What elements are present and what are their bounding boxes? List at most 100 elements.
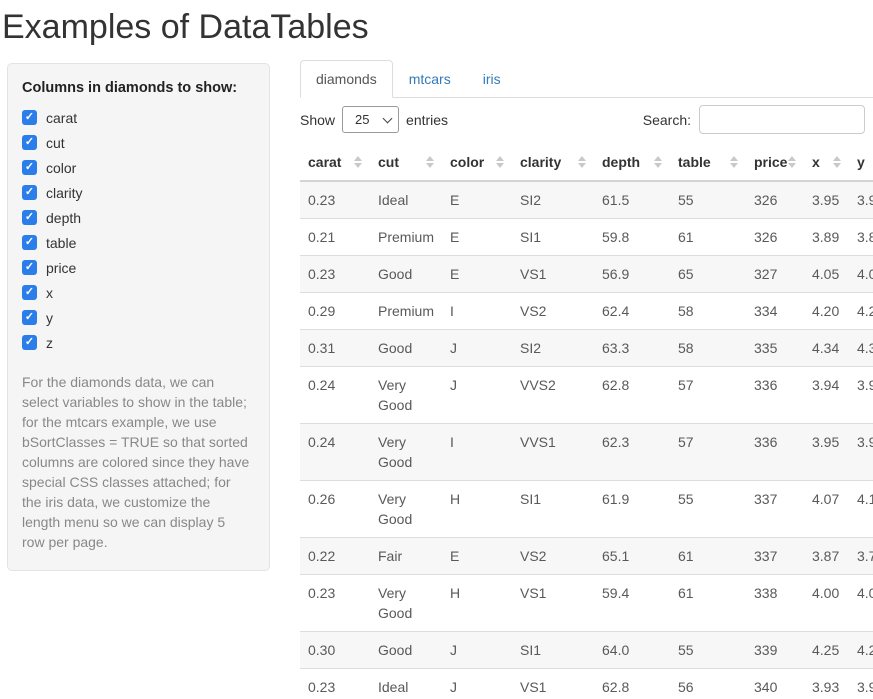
cell-y: 3.90 xyxy=(849,668,873,699)
checkbox-item-cut[interactable]: cut xyxy=(22,130,251,155)
cell-table: 57 xyxy=(670,366,746,424)
search-input[interactable] xyxy=(699,105,865,135)
column-header-clarity[interactable]: clarity xyxy=(512,144,594,183)
sort-desc-icon xyxy=(788,163,796,169)
sort-desc-icon xyxy=(833,163,841,169)
sort-desc-icon xyxy=(354,163,362,169)
checkbox-color[interactable] xyxy=(22,160,37,176)
checkbox-depth[interactable] xyxy=(22,210,37,226)
cell-x: 3.95 xyxy=(812,192,840,209)
sort-desc-icon xyxy=(730,163,738,169)
checkbox-price[interactable] xyxy=(22,260,37,276)
sort-desc-icon xyxy=(578,163,586,169)
cell-cut: Very Good xyxy=(370,574,442,632)
cell-price: 326 xyxy=(746,218,804,256)
column-header-y[interactable]: y xyxy=(849,144,873,183)
column-header-label: cut xyxy=(378,154,399,171)
cell-table: 57 xyxy=(670,423,746,481)
column-header-label: x xyxy=(812,154,820,171)
sidebar-description: For the diamonds data, we can select var… xyxy=(22,374,250,551)
entries-label: entries xyxy=(406,111,449,128)
sort-desc-icon xyxy=(654,163,662,169)
tab-link-mtcars[interactable]: mtcars xyxy=(408,71,451,88)
cell-depth: 59.8 xyxy=(594,218,670,256)
cell-x: 3.87 xyxy=(804,537,849,575)
cell-price: 327 xyxy=(746,255,804,293)
checkbox-x[interactable] xyxy=(22,285,37,301)
sort-asc-icon xyxy=(730,156,738,162)
cell-y: 4.35 xyxy=(849,329,873,367)
table-controls: Show 25 entries Search: xyxy=(300,105,865,135)
cell-price: 337 xyxy=(746,537,804,575)
tab-link-diamonds[interactable]: diamonds xyxy=(300,60,393,99)
cell-clarity: SI2 xyxy=(520,192,542,209)
cell-x: 3.89 xyxy=(804,218,849,256)
checkbox-item-x[interactable]: x xyxy=(22,280,251,305)
tabset: diamonds mtcars iris xyxy=(300,60,873,99)
checkbox-item-clarity[interactable]: clarity xyxy=(22,180,251,205)
cell-color: E xyxy=(450,192,460,209)
cell-clarity: VVS2 xyxy=(512,366,594,424)
sort-asc-icon xyxy=(833,156,841,162)
checkbox-y[interactable] xyxy=(22,310,37,326)
cell-y: 3.78 xyxy=(849,537,873,575)
cell-cut: Fair xyxy=(370,537,442,575)
sort-icon xyxy=(788,156,796,169)
column-header-x[interactable]: x xyxy=(804,144,849,183)
cell-price: 335 xyxy=(746,329,804,367)
cell-carat: 0.26 xyxy=(300,480,370,538)
cell-carat: 0.23 xyxy=(308,192,336,209)
column-header-depth[interactable]: depth xyxy=(594,144,670,183)
cell-x: 4.05 xyxy=(804,255,849,293)
checkbox-item-depth[interactable]: depth xyxy=(22,205,251,230)
checkbox-z[interactable] xyxy=(22,335,37,351)
cell-depth: 62.8 xyxy=(594,366,670,424)
cell-price: 340 xyxy=(746,668,804,699)
sidebar-panel: Columns in diamonds to show: carat cut col… xyxy=(7,63,270,572)
column-header-table[interactable]: table xyxy=(670,144,746,183)
checkbox-clarity[interactable] xyxy=(22,185,37,201)
tab-mtcars: mtcars xyxy=(393,60,467,98)
search-label: Search: xyxy=(642,111,691,128)
sort-desc-icon xyxy=(426,163,434,169)
tab-iris: iris xyxy=(467,60,517,98)
checkbox-cut[interactable] xyxy=(22,135,37,151)
column-header-color[interactable]: color xyxy=(442,144,512,183)
cell-carat: 0.30 xyxy=(300,631,370,669)
column-header-label: carat xyxy=(308,154,342,171)
column-header-carat[interactable]: carat xyxy=(300,144,370,183)
cell-table: 58 xyxy=(670,292,746,330)
cell-x: 3.95 xyxy=(804,423,849,481)
cell-cut: Very Good xyxy=(370,423,442,481)
cell-carat: 0.24 xyxy=(300,423,370,481)
cell-depth: 61.9 xyxy=(594,480,670,538)
cell-clarity: VS1 xyxy=(512,668,594,699)
checkbox-item-table[interactable]: table xyxy=(22,230,251,255)
cell-clarity: VS1 xyxy=(512,255,594,293)
column-header-price[interactable]: price xyxy=(746,144,804,183)
checkbox-item-color[interactable]: color xyxy=(22,155,251,180)
checkbox-item-carat[interactable]: carat xyxy=(22,105,251,130)
column-header-cut[interactable]: cut xyxy=(370,144,442,183)
checkbox-table[interactable] xyxy=(22,235,37,251)
cell-table: 55 xyxy=(678,192,694,209)
sort-asc-icon xyxy=(578,156,586,162)
cell-depth: 59.4 xyxy=(594,574,670,632)
table-header: carat cut color clarity depth table price x y xyxy=(300,144,873,183)
cell-color: J xyxy=(442,668,512,699)
checkbox-item-price[interactable]: price xyxy=(22,255,251,280)
tab-link-iris[interactable]: iris xyxy=(482,71,501,88)
checkbox-carat[interactable] xyxy=(22,110,37,126)
cell-color: H xyxy=(442,574,512,632)
checkbox-item-y[interactable]: y xyxy=(22,305,251,330)
cell-clarity: SI1 xyxy=(512,218,594,256)
cell-depth: 62.8 xyxy=(594,668,670,699)
cell-y: 4.11 xyxy=(849,480,873,538)
cell-color: J xyxy=(442,329,512,367)
checkbox-item-z[interactable]: z xyxy=(22,330,251,355)
cell-cut: Ideal xyxy=(370,668,442,699)
page-length-select[interactable]: 25 xyxy=(342,106,400,134)
